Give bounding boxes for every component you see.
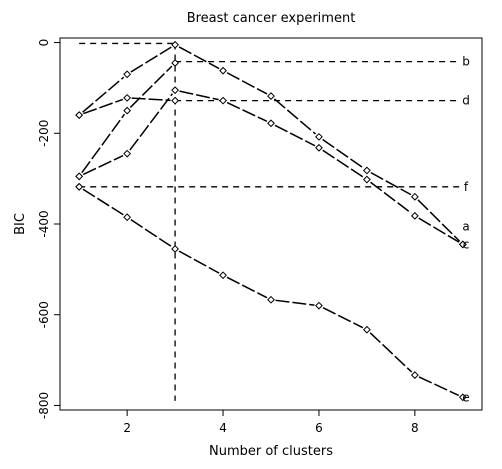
series-line-d	[83, 98, 124, 115]
data-point-d	[123, 93, 132, 102]
series-line-e	[82, 188, 124, 216]
series-line-e	[369, 332, 413, 373]
series-line-e	[178, 250, 220, 274]
series-label-f: f	[464, 180, 469, 194]
data-point-e	[171, 245, 179, 253]
y-tick-label: 0	[37, 39, 51, 47]
y-tick-label: -600	[37, 301, 51, 328]
series-line-a	[130, 46, 172, 73]
data-point-a	[267, 92, 275, 100]
data-point-e	[219, 271, 227, 280]
series-lines	[81, 46, 461, 397]
x-tick-label: 6	[315, 421, 323, 435]
data-point-c	[363, 175, 371, 184]
data-point-c	[171, 86, 179, 95]
data-point-e	[123, 213, 132, 222]
series-line-e	[226, 276, 268, 299]
series-line-e	[322, 307, 364, 329]
data-point-c	[315, 143, 323, 152]
data-point-b	[123, 106, 132, 115]
x-tick-label: 4	[219, 421, 227, 435]
data-point-f	[75, 182, 84, 191]
data-point-d	[75, 111, 84, 120]
series-line-e	[418, 376, 460, 397]
series-line-a	[273, 98, 317, 135]
data-point-e	[363, 325, 371, 334]
series-line-c	[370, 181, 412, 214]
data-point-a	[410, 192, 419, 201]
series-line-a	[370, 171, 412, 196]
series-line-a	[82, 76, 125, 113]
data-point-b	[171, 59, 179, 67]
data-point-d	[171, 96, 179, 105]
series-line-c	[226, 101, 268, 123]
x-tick-label: 2	[123, 421, 131, 435]
series-line-e	[275, 299, 315, 306]
chart-title: Breast cancer experiment	[187, 11, 356, 26]
series-line-c	[418, 217, 460, 243]
series-line-a	[178, 46, 220, 70]
data-point-c	[75, 172, 84, 181]
data-point-a	[219, 66, 227, 75]
data-point-e	[267, 295, 275, 304]
y-tick-label: -400	[37, 210, 51, 237]
series-line-d	[131, 97, 171, 102]
data-point-a	[123, 70, 132, 79]
data-point-a	[315, 132, 323, 141]
data-point-e	[458, 393, 467, 402]
data-point-a	[363, 166, 371, 175]
data-point-c	[267, 119, 275, 128]
series-label-e: e	[462, 390, 469, 404]
series-line-e	[130, 219, 172, 248]
x-axis-label: Number of clusters	[209, 444, 333, 459]
data-point-a	[171, 40, 179, 49]
series-line-c	[179, 90, 219, 101]
y-tick-label: -800	[37, 392, 51, 419]
series-label-a: a	[462, 219, 469, 233]
series-line-a	[322, 138, 364, 169]
x-tick-label: 8	[411, 421, 419, 435]
data-points	[75, 40, 467, 402]
y-tick-label: -200	[37, 120, 51, 147]
data-point-c	[219, 96, 227, 105]
y-axis-label: BIC	[13, 213, 28, 235]
series-line-c	[274, 124, 316, 147]
series-end-labels: b d f ac e	[462, 55, 470, 405]
series-label-b: b	[462, 55, 470, 69]
data-point-c	[410, 211, 419, 220]
series-line-c	[129, 93, 173, 151]
series-line-a	[417, 199, 461, 242]
data-point-c	[123, 149, 132, 158]
series-line-b	[129, 65, 173, 108]
data-point-e	[315, 301, 323, 310]
series-line-a	[226, 72, 268, 95]
data-point-c	[458, 240, 467, 249]
data-point-e	[410, 371, 419, 379]
series-line-c	[82, 154, 124, 176]
series-line-b	[81, 113, 126, 174]
series-line-c	[322, 149, 364, 178]
series-label-c: c	[463, 237, 470, 251]
series-label-d: d	[462, 94, 470, 108]
x-axis: 2 4 6 8	[123, 410, 419, 435]
y-axis: 0 -200 -400 -600 -800	[37, 39, 60, 419]
